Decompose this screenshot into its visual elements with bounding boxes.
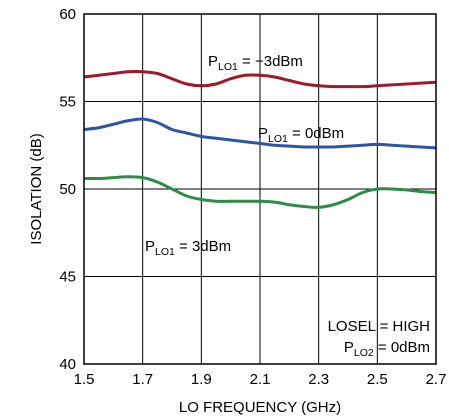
y-tick-label: 45	[59, 269, 76, 286]
x-tick-label: 2.3	[308, 371, 329, 388]
x-axis-title: LO FREQUENCY (GHz)	[179, 399, 341, 416]
x-tick-label: 1.9	[191, 371, 212, 388]
y-tick-label: 40	[59, 356, 76, 373]
x-tick-labels: 1.5 1.7 1.9 2.1 2.3 2.5 2.7	[74, 371, 447, 388]
y-tick-label: 60	[59, 6, 76, 23]
series-line-0	[83, 70, 437, 89]
condition-losel: LOSEL = HIGH	[328, 318, 430, 335]
y-tick-label: 55	[59, 94, 76, 111]
x-tick-label: 2.1	[250, 371, 271, 388]
x-tick-label: 2.5	[367, 371, 388, 388]
y-tick-label: 50	[59, 181, 76, 198]
x-tick-label: 1.7	[132, 371, 153, 388]
series-label-3dbm: PLO1 = 3dBm	[145, 238, 231, 258]
x-tick-label: 1.5	[74, 371, 95, 388]
series-layer	[83, 70, 437, 209]
y-axis-title: ISOLATION (dB)	[28, 133, 45, 244]
series-label-0dbm: PLO1 = 0dBm	[258, 125, 344, 145]
series-line-2	[83, 175, 437, 209]
condition-plo2: PLO2 = 0dBm	[344, 339, 430, 359]
y-tick-labels: 40 45 50 55 60	[59, 6, 76, 373]
series-label-minus3dbm: PLO1 = −3dBm	[208, 53, 303, 73]
series-line-1	[83, 117, 437, 150]
x-tick-label: 2.7	[426, 371, 447, 388]
plot-frame	[83, 13, 437, 365]
